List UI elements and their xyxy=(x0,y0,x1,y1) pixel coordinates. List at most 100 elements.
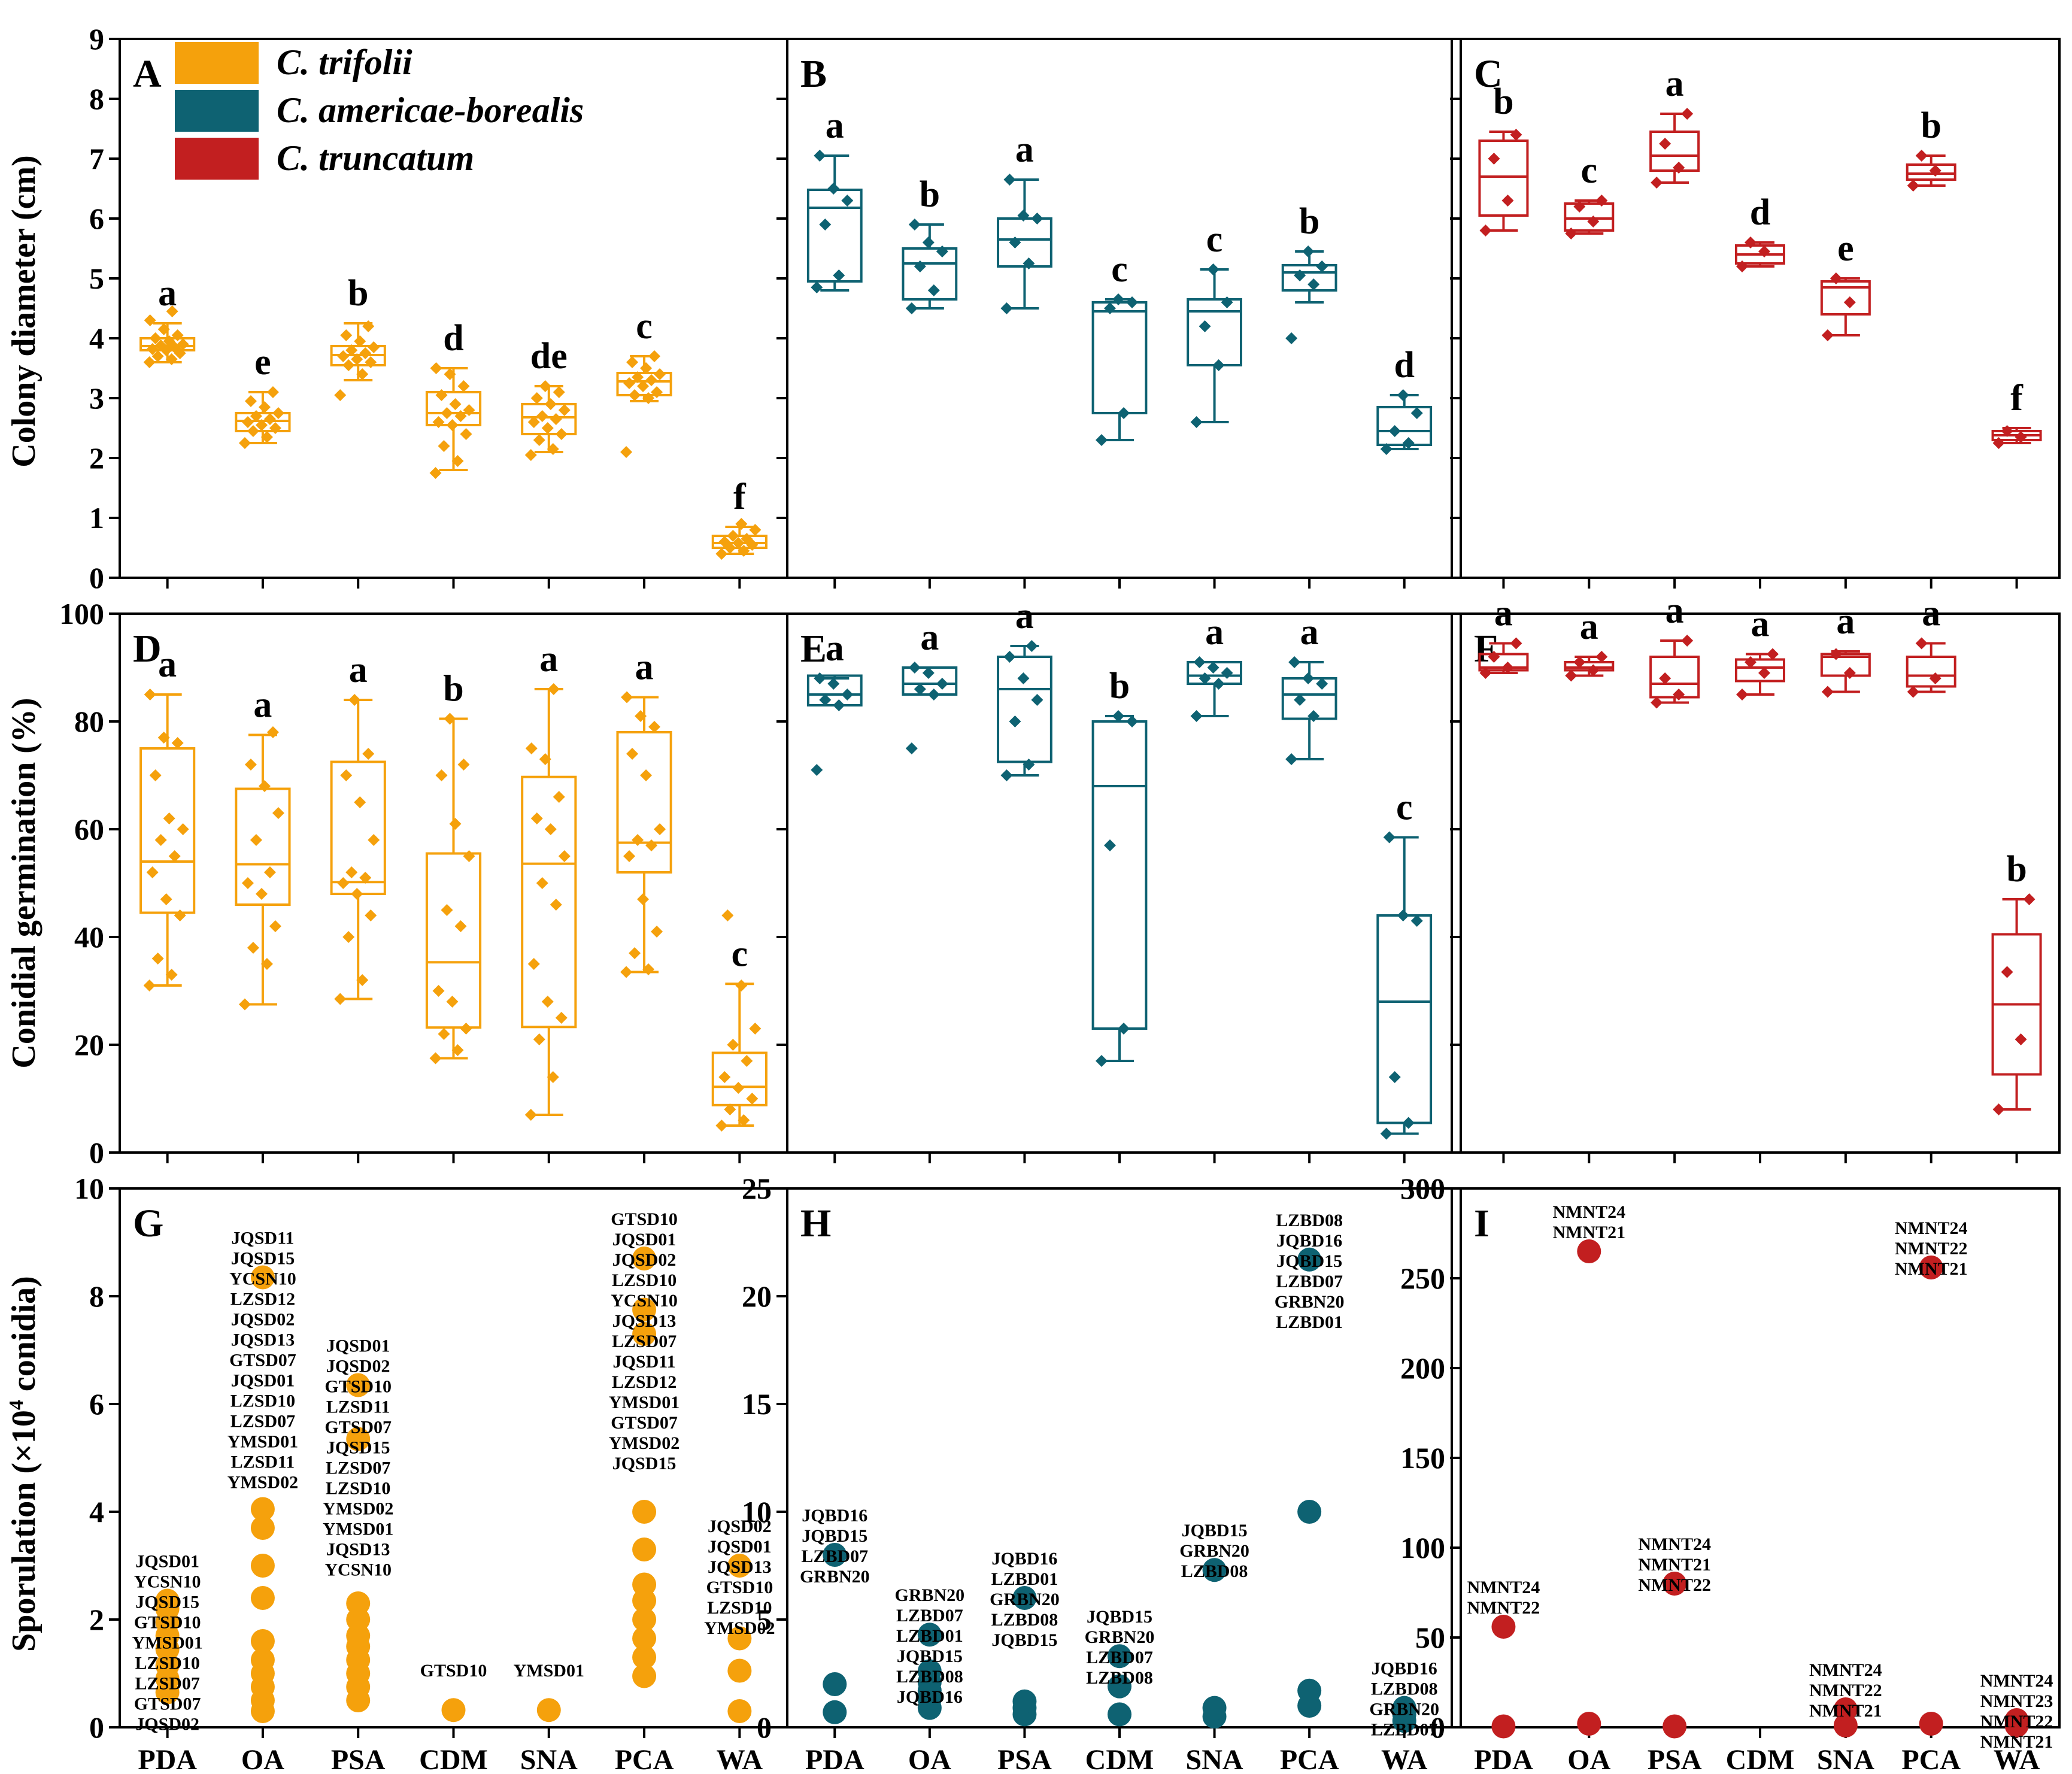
data-point xyxy=(936,245,948,257)
data-point xyxy=(732,537,745,549)
y-tick-label: 0 xyxy=(757,1711,772,1744)
data-point xyxy=(1118,407,1130,419)
data-point xyxy=(632,1572,657,1597)
y-tick-label: 10 xyxy=(742,1495,772,1529)
iqr-box xyxy=(1091,720,1148,1030)
x-tick-label: WA xyxy=(717,1744,763,1774)
significance-letter: a xyxy=(1751,604,1770,645)
data-point xyxy=(922,236,935,248)
data-point xyxy=(654,368,666,380)
box-oa: b xyxy=(902,174,958,314)
data-point xyxy=(429,1052,442,1065)
data-point xyxy=(345,866,358,878)
data-point xyxy=(1573,656,1586,668)
panel-label: D xyxy=(133,627,162,671)
data-point xyxy=(1915,637,1928,650)
box-pca: c xyxy=(616,306,672,458)
data-point xyxy=(1577,1239,1601,1263)
data-point xyxy=(432,985,445,997)
isolate-label: NMNT21 xyxy=(1638,1555,1711,1575)
data-point xyxy=(365,909,377,921)
isolate-label: NMNT22 xyxy=(1809,1681,1882,1700)
y-tick-label: 25 xyxy=(742,1172,772,1205)
data-point xyxy=(451,1044,464,1056)
iqr-box xyxy=(1376,406,1433,446)
significance-letter: a xyxy=(1015,129,1034,170)
isolate-label: GTSD10 xyxy=(420,1661,487,1681)
data-point xyxy=(640,362,653,374)
data-point xyxy=(1397,389,1409,401)
significance-letter: e xyxy=(254,342,271,383)
data-point xyxy=(738,545,750,557)
data-point xyxy=(238,437,251,449)
data-point xyxy=(263,413,276,425)
data-point xyxy=(359,347,372,359)
data-point xyxy=(1501,195,1514,207)
box-psa: a xyxy=(1649,63,1700,189)
box-oa: a xyxy=(235,685,291,1011)
box-wa: f xyxy=(1991,378,2042,449)
box-cdm: b xyxy=(425,669,482,1065)
data-point xyxy=(444,368,456,380)
significance-letter: c xyxy=(1396,787,1413,828)
data-point xyxy=(1307,278,1320,290)
isolate-label: GRBN20 xyxy=(1085,1627,1155,1647)
data-point xyxy=(429,467,442,479)
data-point xyxy=(727,1699,752,1723)
isolate-label: NMNT22 xyxy=(1895,1239,1968,1259)
isolate-label: LZBD01 xyxy=(896,1626,963,1646)
isolate-label: JQBD15 xyxy=(1182,1521,1248,1541)
data-point xyxy=(1491,1615,1516,1639)
y-tick-label: 0 xyxy=(89,561,104,595)
data-point xyxy=(2023,893,2035,905)
data-point xyxy=(337,877,350,889)
data-point xyxy=(544,823,557,835)
data-point xyxy=(255,419,268,431)
x-tick-label: SNA xyxy=(1817,1744,1874,1774)
data-point xyxy=(160,893,172,905)
data-point xyxy=(255,888,268,900)
data-point xyxy=(340,769,353,781)
isolate-label: LZSD11 xyxy=(231,1452,295,1472)
data-point xyxy=(547,443,559,455)
isolate-label: YMSD02 xyxy=(609,1433,679,1453)
box-psa: a xyxy=(997,596,1052,781)
data-point xyxy=(1821,686,1834,698)
data-point xyxy=(351,353,363,365)
data-point xyxy=(1736,260,1748,272)
data-point xyxy=(718,1071,731,1083)
iqr-box xyxy=(330,760,386,895)
data-point xyxy=(441,407,453,419)
isolate-label: JQSD02 xyxy=(135,1715,199,1734)
data-point xyxy=(1212,359,1225,371)
data-point xyxy=(541,422,554,434)
data-point xyxy=(727,1658,752,1683)
y-tick-label: 4 xyxy=(89,322,104,355)
data-point xyxy=(446,996,459,1008)
data-point xyxy=(247,425,259,437)
data-point xyxy=(645,374,658,386)
data-point xyxy=(632,371,644,383)
data-point xyxy=(1380,443,1393,455)
legend-label: C. truncatum xyxy=(277,138,474,178)
data-point xyxy=(1288,656,1301,668)
isolate-label: LZBD07 xyxy=(1371,1720,1438,1740)
data-point xyxy=(841,689,854,700)
data-point xyxy=(1190,710,1203,722)
panel-f: Fa a a a a a b xyxy=(1450,590,2061,1163)
data-point xyxy=(914,683,926,695)
box-pda: b xyxy=(1478,81,1529,236)
data-point xyxy=(1003,651,1016,663)
data-point xyxy=(441,1698,466,1723)
box-wa: d xyxy=(1376,345,1433,455)
iqr-box xyxy=(1906,163,1956,181)
panel-label: E xyxy=(800,627,827,671)
box-oa: a xyxy=(1564,607,1615,682)
data-point xyxy=(1383,831,1396,844)
data-point xyxy=(749,1023,762,1035)
scatter-cdm: GTSD10 xyxy=(420,1661,487,1723)
box-pca: b xyxy=(1906,105,1956,192)
iqr-box xyxy=(1564,202,1615,232)
data-point xyxy=(819,219,832,231)
